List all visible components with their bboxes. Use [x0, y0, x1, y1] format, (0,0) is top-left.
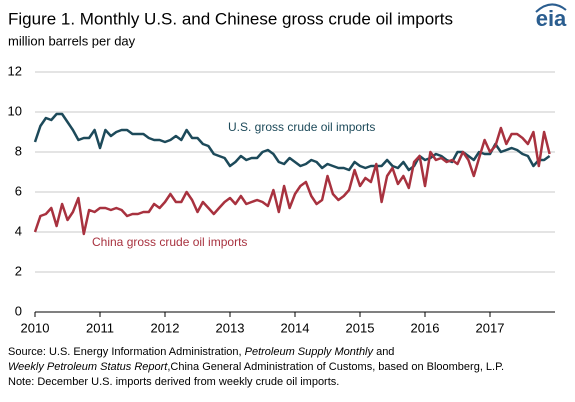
x-tick-label: 2017: [476, 320, 505, 335]
series-line: [33, 126, 551, 236]
y-tick-label: 0: [15, 303, 22, 318]
x-tick-label: 2016: [411, 320, 440, 335]
source-part: Weekly Petroleum Status Report: [8, 361, 168, 373]
y-tick-label: 10: [8, 103, 22, 118]
note: Note: December U.S. imports derived from…: [8, 376, 339, 388]
x-tick-label: 2010: [21, 320, 50, 335]
y-tick-label: 8: [15, 143, 22, 158]
x-tick-label: 2015: [346, 320, 375, 335]
source-part: Petroleum Supply Monthly: [245, 346, 375, 358]
series-label: U.S. gross crude oil imports: [228, 120, 375, 134]
y-tick-label: 6: [15, 183, 22, 198]
source-part: Source: U.S. Energy Information Administ…: [8, 346, 245, 358]
x-tick-label: 2012: [151, 320, 180, 335]
y-tick-label: 2: [15, 263, 22, 278]
y-tick-label: 4: [15, 223, 22, 238]
source-line-2: Weekly Petroleum Status Report,China Gen…: [8, 361, 504, 373]
logo: eia: [536, 6, 567, 31]
x-tick-label: 2013: [216, 320, 245, 335]
chart-title: Figure 1. Monthly U.S. and Chinese gross…: [8, 9, 453, 28]
source: Source: U.S. Energy Information Administ…: [8, 346, 394, 358]
y-tick-label: 12: [8, 63, 22, 78]
series-label: China gross crude oil imports: [92, 235, 247, 249]
source-part: and: [373, 346, 394, 358]
logo-arc: [535, 3, 567, 13]
x-tick-label: 2014: [281, 320, 310, 335]
source-part: ,China General Administration of Customs…: [167, 361, 504, 373]
x-tick-label: 2011: [86, 320, 114, 335]
chart-subtitle: million barrels per day: [8, 33, 136, 48]
